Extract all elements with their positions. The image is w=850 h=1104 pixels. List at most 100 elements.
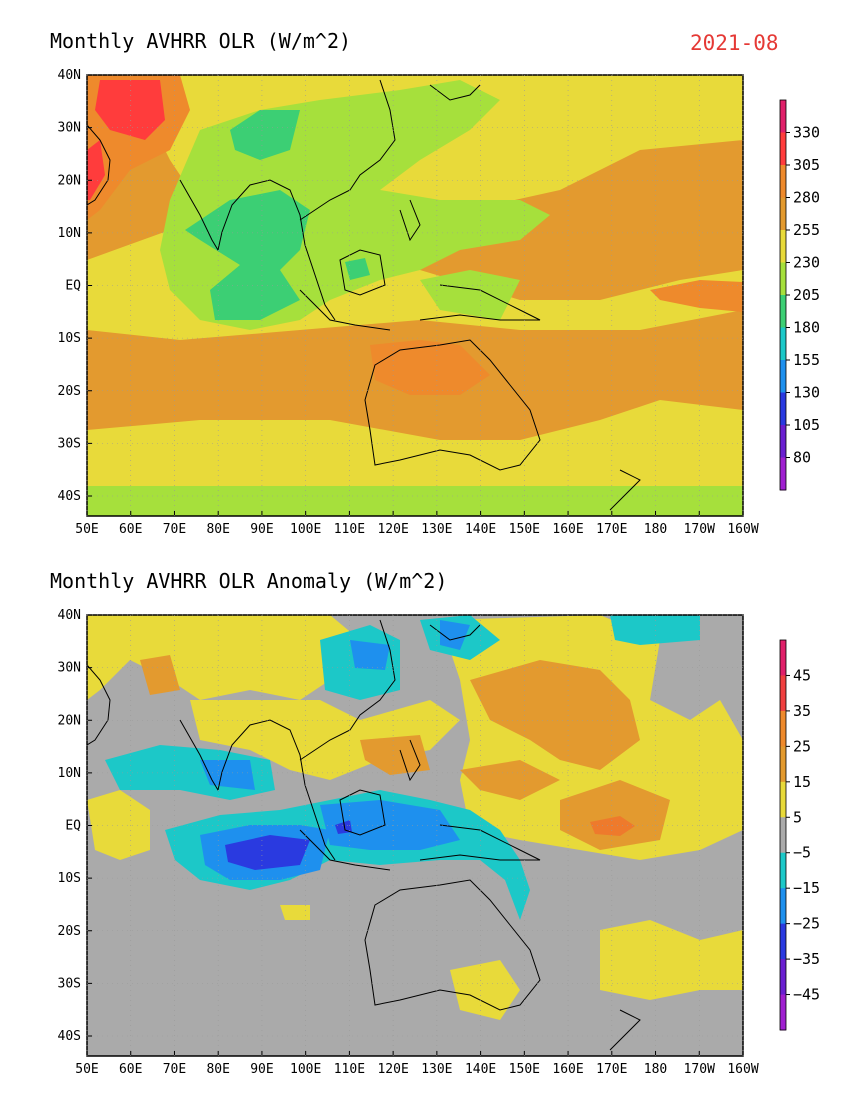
top-colorbar-label: 80 bbox=[793, 449, 811, 467]
top-colorbar-label: 230 bbox=[793, 254, 820, 272]
top-x-tick-label: 60E bbox=[119, 522, 142, 537]
bottom-colorbar-label: −45 bbox=[793, 986, 820, 1004]
top-orange-australia bbox=[370, 340, 490, 395]
top-colorbar-segment bbox=[780, 262, 786, 296]
bottom-x-tick-label: 90E bbox=[250, 1062, 273, 1077]
top-colorbar: 330 305 280 255 230 205 180 155 130 105 80 bbox=[779, 99, 820, 491]
top-teal-bay bbox=[185, 190, 310, 320]
bottom-colorbar-label: 5 bbox=[793, 808, 802, 826]
bottom-x-tick-label: 150E bbox=[509, 1062, 540, 1077]
top-y-tick-label: 40S bbox=[58, 489, 81, 504]
top-teal-borneo bbox=[345, 258, 370, 280]
bottom-x-tick-label: 160E bbox=[552, 1062, 583, 1077]
top-colorbar-label: 180 bbox=[793, 319, 820, 337]
bottom-coastlines bbox=[87, 619, 641, 1051]
top-y-tick-label: 20N bbox=[58, 173, 81, 188]
bottom-olr-anomaly-map bbox=[87, 615, 743, 1056]
bottom-y-tick-label: 30S bbox=[58, 976, 81, 991]
bottom-x-tick-label: 160W bbox=[727, 1062, 758, 1077]
bottom-colorbar-segment bbox=[780, 781, 786, 818]
bottom-colorbar-label: 25 bbox=[793, 737, 811, 755]
top-colorbar-segment bbox=[780, 392, 786, 426]
date-label: 2021-08 bbox=[690, 31, 779, 55]
bottom-x-tick-label: 80E bbox=[206, 1062, 229, 1077]
top-colorbar-label: 280 bbox=[793, 189, 820, 207]
bottom-yellow-tasman bbox=[600, 920, 743, 1000]
bottom-x-tick-label: 170W bbox=[684, 1062, 715, 1077]
bottom-colorbar-segment bbox=[780, 817, 786, 854]
bottom-colorbar-label: −5 bbox=[793, 844, 811, 862]
top-x-tick-label: 70E bbox=[163, 522, 186, 537]
top-colorbar-label: 155 bbox=[793, 351, 820, 369]
top-colorbar-label: 205 bbox=[793, 286, 820, 304]
bottom-axes: 50E 60E 70E 80E 90E 100E 110E 120E 130E 140E 150E 1… bbox=[58, 608, 759, 1077]
top-colorbar-segment bbox=[780, 132, 786, 166]
top-teal-north bbox=[230, 110, 300, 160]
bottom-colorbar-segment bbox=[780, 710, 786, 747]
bottom-colorbar-segment bbox=[780, 640, 786, 676]
bottom-x-tick-label: 50E bbox=[75, 1062, 98, 1077]
bottom-colorbar-label: 45 bbox=[793, 666, 811, 684]
bottom-colorbar-label: 35 bbox=[793, 702, 811, 720]
top-colorbar-segment bbox=[780, 230, 786, 263]
top-y-tick-label: 40N bbox=[58, 68, 81, 83]
bottom-colorbar-segment bbox=[780, 746, 786, 783]
bottom-colorbar-label: −25 bbox=[793, 915, 820, 933]
top-colorbar-label: 130 bbox=[793, 384, 820, 402]
bottom-colorbar-segment bbox=[780, 888, 786, 925]
top-colorbar-label: 255 bbox=[793, 221, 820, 239]
bottom-y-tick-label: EQ bbox=[65, 819, 81, 834]
top-colorbar-segment bbox=[780, 360, 786, 393]
top-orange-pacific bbox=[650, 280, 743, 312]
bottom-colorbar-label: −15 bbox=[793, 879, 820, 897]
top-y-tick-label: 10S bbox=[58, 331, 81, 346]
bottom-orange-east bbox=[560, 780, 670, 850]
top-colorbar-segment bbox=[780, 457, 786, 491]
bottom-x-tick-label: 140E bbox=[465, 1062, 496, 1077]
top-red-africa bbox=[87, 140, 105, 200]
bottom-colorbar: 45 35 25 15 5 −5 −15 −25 −35 −45 bbox=[779, 639, 820, 1031]
top-x-tick-label: 110E bbox=[334, 522, 365, 537]
bottom-y-tick-label: 40S bbox=[58, 1029, 81, 1044]
bottom-panel-title: Monthly AVHRR OLR Anomaly (W/m^2) bbox=[50, 569, 447, 593]
bottom-x-tick-label: 60E bbox=[119, 1062, 142, 1077]
top-colorbar-segment bbox=[780, 425, 786, 458]
bottom-colorbar-segment bbox=[780, 959, 786, 996]
top-y-tick-label: 10N bbox=[58, 226, 81, 241]
top-green-maritime bbox=[420, 270, 520, 320]
top-colorbar-segment bbox=[780, 295, 786, 328]
bottom-colorbar-segment bbox=[780, 852, 786, 889]
bottom-cyan-northpac bbox=[610, 615, 700, 645]
top-y-tick-label: 20S bbox=[58, 384, 81, 399]
bottom-dark-blue-core bbox=[225, 835, 310, 870]
bottom-x-tick-label: 180 bbox=[644, 1062, 667, 1077]
top-green-southern-band bbox=[87, 486, 743, 516]
bottom-y-tick-label: 20N bbox=[58, 713, 81, 728]
top-x-tick-label: 120E bbox=[377, 522, 408, 537]
bottom-blue-maritime bbox=[320, 800, 460, 850]
bottom-x-tick-label: 70E bbox=[163, 1062, 186, 1077]
top-colorbar-segment bbox=[780, 327, 786, 361]
bottom-y-tick-label: 20S bbox=[58, 924, 81, 939]
top-x-tick-label: 150E bbox=[509, 522, 540, 537]
bottom-deep-orange bbox=[590, 816, 635, 836]
bottom-colorbar-segment bbox=[780, 675, 786, 712]
top-x-tick-label: 160E bbox=[552, 522, 583, 537]
bottom-blue-china bbox=[350, 640, 390, 670]
top-olr-map bbox=[87, 75, 743, 516]
top-colorbar-label: 330 bbox=[793, 124, 820, 142]
bottom-orange-arabia bbox=[140, 655, 180, 695]
top-x-tick-label: 160W bbox=[727, 522, 758, 537]
bottom-y-tick-label: 40N bbox=[58, 608, 81, 623]
bottom-x-tick-label: 130E bbox=[421, 1062, 452, 1077]
bottom-blue-japan bbox=[440, 620, 470, 650]
bottom-colorbar-frame bbox=[779, 639, 787, 1031]
top-x-tick-label: 50E bbox=[75, 522, 98, 537]
top-colorbar-segment bbox=[780, 165, 786, 198]
top-colorbar-label: 305 bbox=[793, 156, 820, 174]
top-x-tick-label: 130E bbox=[421, 522, 452, 537]
top-panel-title: Monthly AVHRR OLR (W/m^2) bbox=[50, 29, 351, 53]
top-x-tick-label: 170W bbox=[684, 522, 715, 537]
bottom-yellow-nw bbox=[87, 615, 360, 700]
